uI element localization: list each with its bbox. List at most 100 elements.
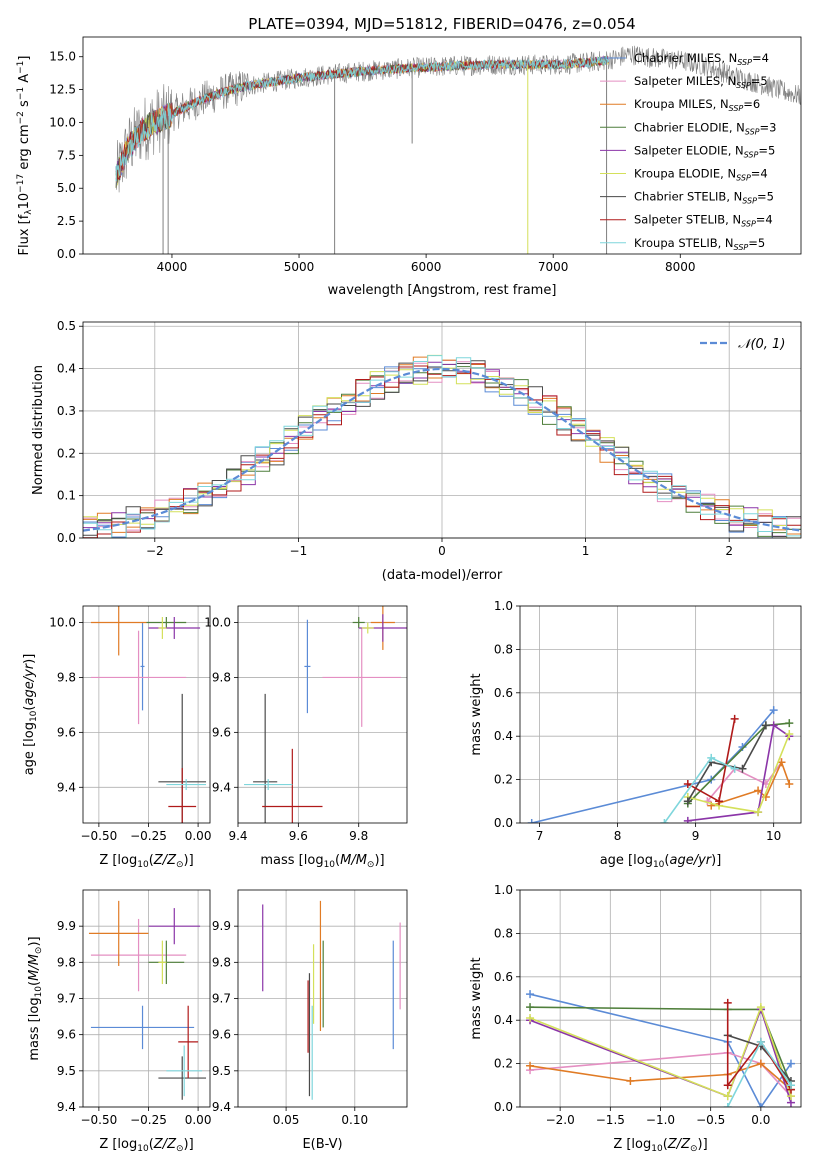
series-point-salpeter_stelib	[715, 797, 724, 806]
series-point-chabrier_elodie	[526, 1003, 535, 1012]
x-tick-label: 9	[692, 829, 700, 843]
legend-entry: Salpeter STELIB, NSSP=4	[634, 213, 773, 229]
series-point-kroupa_miles	[756, 1059, 765, 1068]
y-tick-label: 0.0	[57, 247, 76, 261]
y-axis-label: mass weight	[469, 957, 484, 1039]
chart-mass_vs_Z: −0.50 −0.25 0.00 9.4 9.5 9.6 9.7 9.8 9.9 Z [log10…	[27, 889, 212, 1154]
legend-entry: Chabrier STELIB, NSSP=5	[634, 190, 774, 206]
y-tick-label: 0.4	[494, 1013, 513, 1027]
y-tick-label: 9.4	[57, 1100, 76, 1114]
y-axis-label: Normed distribution	[31, 365, 46, 495]
mass_vs_ebv-plot-area	[262, 900, 401, 1100]
mass_vs_Z-plot-area	[88, 900, 207, 1100]
age_vs_Z-plot-area	[90, 606, 207, 823]
series-point-salpeter_stelib	[723, 1081, 732, 1090]
residual-plot-area	[83, 354, 801, 538]
x-tick-label: −1.5	[596, 1113, 625, 1127]
x-tick-label: 4000	[157, 260, 188, 274]
series-point-kroupa_stelib	[707, 753, 716, 762]
x-tick-label: 0.00	[185, 829, 212, 843]
y-tick-label: 0.0	[494, 1100, 513, 1114]
series-point-chabrier_elodie	[785, 719, 794, 728]
y-tick-label: 9.6	[57, 725, 76, 739]
y-tick-label: 9.4	[212, 1100, 231, 1114]
y-tick-label: 9.8	[212, 670, 231, 684]
series-point-kroupa_elodie	[756, 1003, 765, 1012]
spectrum-plot-area	[115, 45, 801, 254]
legend-entry: Chabrier MILES, NSSP=4	[634, 51, 769, 67]
y-tick-label: 7.5	[57, 148, 76, 162]
charts-layer: PLATE=0394, MJD=51812, FIBERID=0476, z=0…	[16, 15, 802, 1154]
x-tick-label: −0.25	[130, 829, 167, 843]
y-tick-label: 0.2	[494, 1057, 513, 1071]
series-point-kroupa_miles	[526, 1061, 535, 1070]
x-tick-label: 7000	[538, 260, 569, 274]
series-point-salpeter_stelib	[683, 779, 692, 788]
weight_vs_age-plot-area	[527, 706, 794, 823]
y-tick-label: 9.9	[212, 919, 231, 933]
age_vs_mass-plot-area	[244, 606, 407, 823]
y-tick-label: 10.0	[49, 615, 76, 629]
x-axis-label: E(B-V)	[302, 1137, 342, 1152]
series-point-kroupa_stelib	[660, 819, 669, 823]
axes-frame	[519, 605, 802, 824]
series-point-chabrier_stelib	[761, 721, 770, 730]
y-axis-label: mass weight	[469, 673, 484, 755]
series-point-kroupa_elodie	[723, 1092, 732, 1101]
x-tick-label: 0.00	[185, 1113, 212, 1127]
x-tick-label: −1	[290, 544, 308, 558]
series-point-kroupa_miles	[785, 779, 794, 788]
chart-residuals: −2 −1 0 1 2 0.0 0.1 0.2 0.3 0.4 0.5 𝒩(0, 1) (data-mo…	[31, 319, 802, 583]
chart-spectrum: PLATE=0394, MJD=51812, FIBERID=0476, z=0…	[16, 15, 802, 298]
series-point-salpeter_elodie	[769, 721, 778, 730]
y-tick-label: 0.0	[57, 531, 76, 545]
series-point-chabrier_stelib	[738, 764, 747, 773]
x-tick-label: 9.8	[349, 829, 368, 843]
x-tick-label: 2	[725, 544, 733, 558]
series-point-kroupa_stelib	[730, 764, 739, 773]
y-tick-label: 0.4	[57, 362, 76, 376]
x-tick-label: 6000	[411, 260, 442, 274]
legend-entry: Salpeter MILES, NSSP=5	[634, 74, 768, 90]
weight_vs_Z-plot-area	[526, 990, 795, 1107]
legend-entry: Kroupa MILES, NSSP=6	[634, 97, 760, 113]
series-point-kroupa_elodie	[754, 808, 763, 817]
x-tick-label: −0.50	[80, 1113, 117, 1127]
y-tick-label: 5.0	[57, 181, 76, 195]
series-point-chabrier_miles	[527, 819, 536, 823]
x-tick-label: 1	[582, 544, 590, 558]
gaussian-curve	[83, 367, 801, 532]
y-tick-label: 0.4	[494, 729, 513, 743]
y-tick-label: 9.6	[57, 1028, 76, 1042]
chart-age_vs_Z: −0.50 −0.25 0.00 9.4 9.6 9.8 10.0 Z [log10(Z/Z⊙…	[22, 605, 212, 870]
x-tick-label: 0.0	[751, 1113, 770, 1127]
x-axis-label: wavelength [Angstrom, rest frame]	[328, 283, 557, 298]
x-tick-label: 0	[438, 544, 446, 558]
x-tick-label: 0.10	[341, 1113, 368, 1127]
x-tick-label: −2.0	[546, 1113, 575, 1127]
y-tick-label: 9.8	[57, 670, 76, 684]
series-point-kroupa_elodie	[526, 1014, 535, 1023]
series-point-kroupa_stelib	[786, 1081, 795, 1090]
series-line-salpeter_stelib	[726, 1002, 792, 1091]
series-point-salpeter_elodie	[683, 816, 692, 823]
x-axis-label: Z [log10(Z/Z⊙)]	[99, 853, 193, 870]
chart-age_vs_mass: 9.4 9.6 9.8 9.4 9.6 9.8 10.0 mass [log10(M/M⊙)]	[204, 605, 408, 870]
y-tick-label: 0.1	[57, 489, 76, 503]
y-axis-label: mass [log10(M/M⊙)]	[27, 936, 44, 1060]
y-tick-label: 0.6	[494, 970, 513, 984]
y-tick-label: 9.8	[212, 955, 231, 969]
y-tick-label: 9.8	[57, 955, 76, 969]
x-tick-label: 5000	[284, 260, 315, 274]
y-axis-label: Flux [fλ10−17 erg cm−2 s−1 A−1]	[16, 56, 34, 256]
series-point-salpeter_stelib	[723, 998, 732, 1007]
series-point-chabrier_miles	[786, 1059, 795, 1068]
y-tick-label: 2.5	[57, 214, 76, 228]
y-tick-label: 15.0	[49, 50, 76, 64]
x-tick-label: −1.0	[646, 1113, 675, 1127]
y-tick-label: 9.7	[212, 992, 231, 1006]
y-tick-label: 0.8	[494, 642, 513, 656]
y-tick-label: 9.6	[212, 725, 231, 739]
series-point-kroupa_stelib	[756, 1037, 765, 1046]
y-tick-label: 9.7	[57, 992, 76, 1006]
